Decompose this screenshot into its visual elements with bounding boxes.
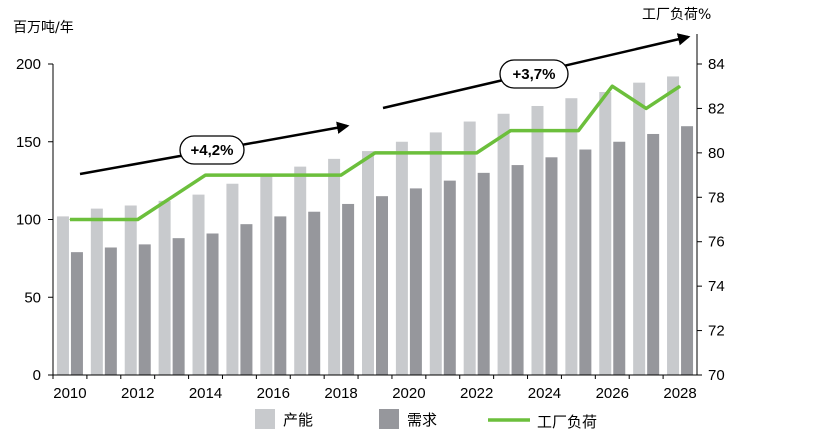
demand-bar-2016 [274, 216, 287, 375]
growth-label: +4,2% [191, 142, 234, 159]
capacity-bar-2012 [124, 205, 137, 375]
x-tick-label: 2010 [53, 385, 86, 402]
capacity-bar-2018 [328, 158, 341, 375]
x-tick-label: 2016 [257, 385, 290, 402]
capacity-bar-2020 [395, 141, 408, 375]
plant-load-point-2022 [476, 152, 478, 154]
capacity-bar-2014 [192, 194, 205, 375]
demand-bar-2025 [579, 149, 592, 375]
capacity-bar-2017 [294, 166, 307, 375]
growth-annotations: +4,2% +3,7% [79, 33, 691, 176]
demand-bar-2024 [545, 157, 558, 375]
demand-bar-2010 [70, 252, 83, 375]
capacity-bar-2025 [565, 98, 578, 376]
plant-load-point-2020 [408, 152, 410, 154]
plant-load-point-2014 [205, 174, 207, 176]
demand-bar-2019 [376, 196, 388, 375]
demand-bar-2023 [511, 165, 524, 375]
left-axis-title: 百万吨/年 [13, 20, 74, 36]
capacity-bar-2024 [531, 105, 544, 376]
demand-bar-2012 [138, 244, 151, 375]
capacity-bars [56, 76, 680, 376]
x-tick-label: 2020 [392, 385, 425, 402]
plant-load-point-2016 [272, 174, 274, 176]
plant-load-point-2025 [577, 130, 579, 132]
legend-label-plant-load: 工厂负荷 [537, 413, 597, 431]
left-tick-label: 150 [16, 134, 41, 151]
x-tick-label: 2018 [324, 385, 357, 402]
plant-load-point-2013 [171, 196, 173, 198]
demand-bar-2018 [342, 203, 355, 375]
right-axis-title: 工厂负荷% [642, 7, 711, 23]
legend: 产能 需求 工厂负荷 [255, 409, 597, 431]
right-tick-label: 76 [708, 234, 725, 251]
plant-load-point-2015 [238, 174, 240, 176]
right-tick-label: 80 [708, 145, 725, 162]
demand-bar-2015 [240, 224, 253, 375]
plant-load-point-2017 [306, 174, 308, 176]
demand-bar-2027 [647, 133, 660, 375]
capacity-bar-2021 [429, 132, 442, 375]
right-tick-label: 78 [708, 189, 725, 206]
capacity-bar-2023 [497, 113, 510, 375]
capacity-bar-2019 [362, 151, 374, 375]
capacity-bar-2011 [90, 208, 103, 375]
plant-load-point-2024 [543, 130, 545, 132]
capacity-bar-2015 [226, 183, 239, 375]
demand-bar-2026 [613, 141, 626, 375]
demand-bar-2017 [308, 211, 321, 375]
x-tick-label: 2022 [460, 385, 493, 402]
capacity-bar-2027 [633, 82, 646, 375]
right-tick-label: 74 [708, 278, 725, 295]
plant-load-line-layer [69, 84, 682, 222]
plant-load-point-2021 [442, 152, 444, 154]
capacity-bar-2010 [56, 216, 69, 375]
demand-bar-2028 [681, 126, 694, 375]
left-tick-label: 50 [24, 289, 41, 306]
capacity-bar-2028 [667, 76, 680, 375]
capacity-bar-2022 [463, 121, 476, 375]
left-tick-label: 100 [16, 212, 41, 229]
plant-load-point-2026 [611, 85, 613, 87]
plant-load-point-2010 [69, 219, 71, 220]
x-tick-label: 2026 [596, 385, 629, 402]
axes: 0 50 100 150 200 70 72 74 76 78 80 82 84 2010 2012 2014… [13, 7, 725, 402]
left-tick-label: 200 [16, 56, 41, 73]
growth-label-box [499, 59, 569, 89]
demand-bar-2014 [206, 233, 219, 375]
x-tick-label: 2012 [121, 385, 154, 402]
right-tick-label: 72 [708, 323, 725, 340]
right-tick-label: 82 [708, 100, 725, 117]
demand-bar-2022 [477, 172, 490, 375]
legend-label-demand: 需求 [407, 411, 437, 429]
capacity-bar-2026 [599, 91, 612, 376]
plant-load-point-2012 [137, 219, 139, 220]
plant-load-point-2018 [340, 174, 342, 176]
legend-label-capacity: 产能 [283, 411, 313, 429]
plant-load-point-2023 [510, 130, 512, 132]
left-tick-label: 0 [33, 367, 41, 384]
plant-load-point-2019 [374, 152, 376, 154]
growth-label: +3,7% [513, 66, 556, 83]
demand-bar-2011 [104, 247, 117, 375]
capacity-bar-2013 [158, 200, 171, 375]
x-tick-label: 2024 [528, 385, 561, 402]
capacity-bar-2016 [260, 174, 273, 375]
x-tick-label: 2028 [663, 385, 696, 402]
right-tick-label: 84 [708, 56, 725, 73]
plant-load-point-2027 [645, 107, 647, 109]
x-tick-label: 2014 [189, 385, 222, 402]
demand-bar-2013 [172, 238, 185, 375]
demand-bars [70, 126, 694, 375]
growth-label-box [179, 135, 245, 165]
plant-load-point-2011 [103, 219, 105, 220]
plant-load-point-2028 [679, 85, 681, 87]
demand-bar-2021 [443, 180, 456, 375]
legend-swatch-demand [379, 409, 399, 429]
demand-bar-2020 [409, 188, 422, 375]
legend-swatch-capacity [255, 409, 275, 429]
right-tick-label: 70 [708, 367, 725, 384]
